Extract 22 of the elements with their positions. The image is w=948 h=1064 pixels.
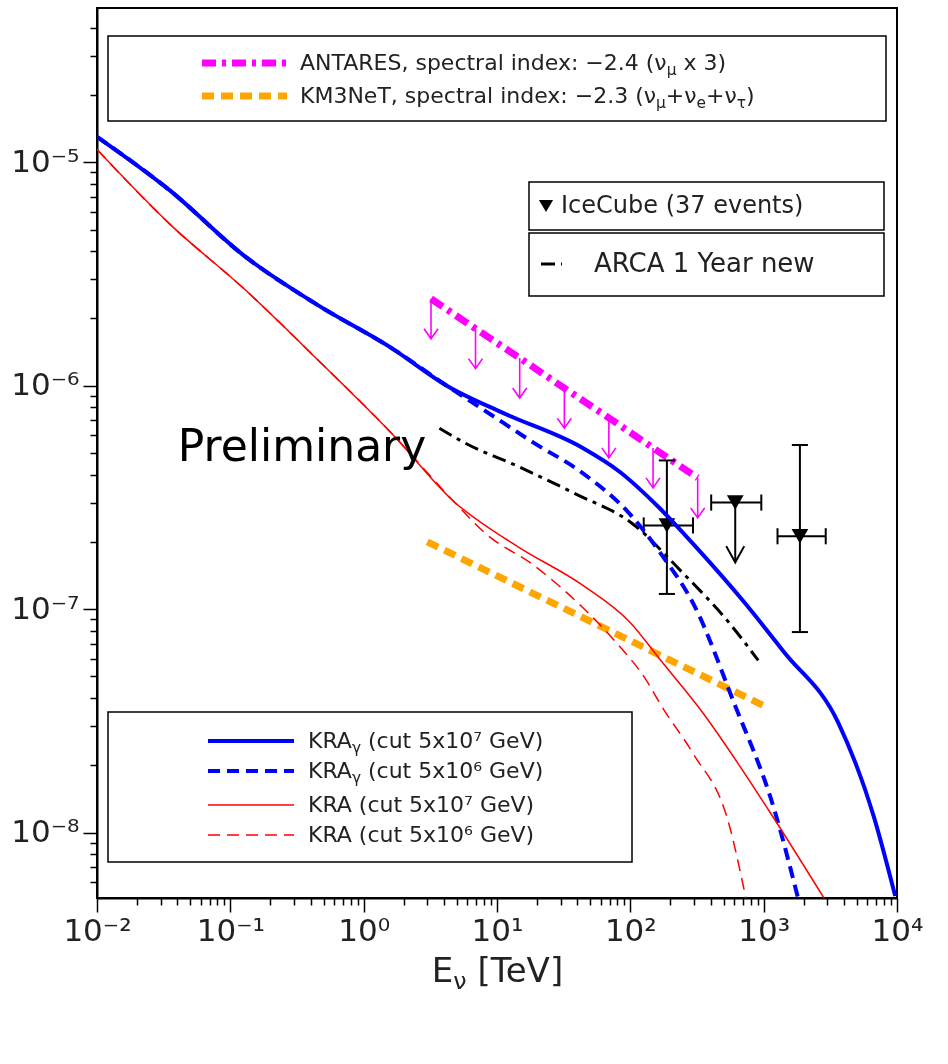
legend-label: KRA (cut 5x10⁶ GeV) bbox=[308, 822, 535, 847]
x-tick-label: 10⁻² bbox=[63, 911, 132, 948]
x-tick-label: 10³ bbox=[738, 911, 791, 948]
x-tick-label: 10² bbox=[604, 911, 657, 948]
legend-label: KRA$_{γ}$ (cut 5x10⁷ GeV) bbox=[308, 728, 544, 757]
legend-label: KRA$_{γ}$ (cut 5x10⁶ GeV) bbox=[308, 758, 544, 787]
x-tick-label: 10⁻¹ bbox=[196, 911, 265, 948]
x-tick-label: 10¹ bbox=[471, 911, 524, 948]
legend-label: IceCube (37 events) bbox=[561, 191, 804, 219]
point bbox=[726, 495, 744, 510]
legend-label: ANTARES, spectral index: −2.4 (ν$_{μ}$ x 3) bbox=[300, 50, 727, 79]
legend-label: ARCA 1 Year new bbox=[594, 248, 815, 278]
y-tick-label: 10⁻⁷ bbox=[11, 589, 80, 626]
legend-label: KRA (cut 5x10⁷ GeV) bbox=[308, 792, 535, 817]
y-tick-label: 10⁻⁵ bbox=[11, 142, 80, 179]
x-axis-title: E$_{ν}$ [TeV] bbox=[431, 949, 564, 995]
x-tick-label: 10⁰ bbox=[338, 911, 391, 948]
legend-label: KM3NeT, spectral index: −2.3 (ν$_{μ}$+ν$_{e}$+ν$_{τ}$) bbox=[300, 83, 755, 112]
point bbox=[791, 529, 809, 544]
x-tick-label: 10⁴ bbox=[871, 911, 924, 948]
y-tick-label: 10⁻⁶ bbox=[11, 366, 80, 403]
y-tick-label: 10⁻⁸ bbox=[11, 813, 80, 850]
